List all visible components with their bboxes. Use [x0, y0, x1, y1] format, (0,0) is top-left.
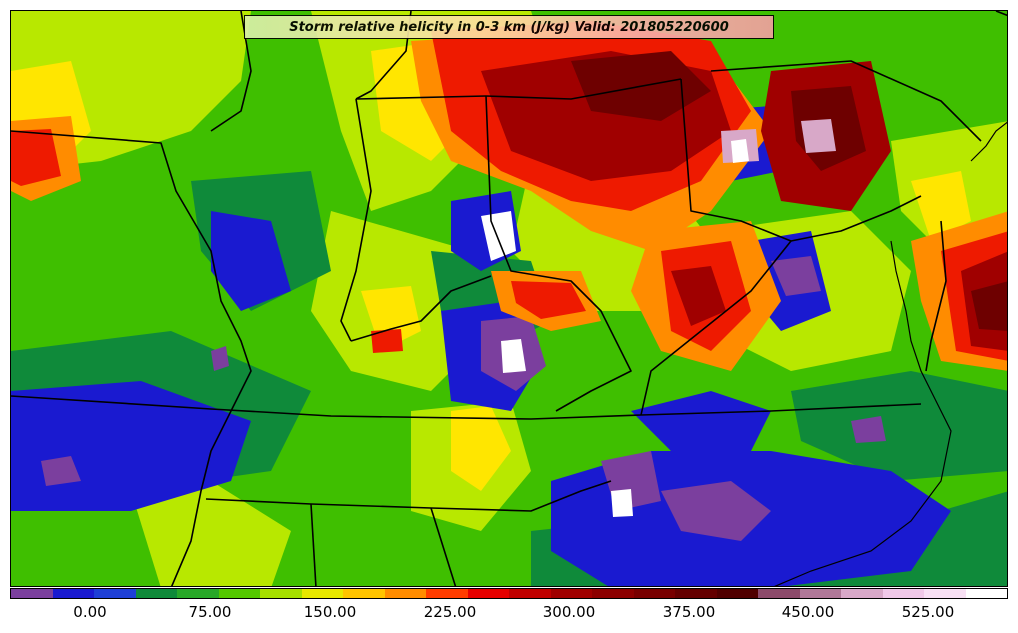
colorbar-segment [301, 589, 343, 598]
field-white-maxima [481, 139, 749, 517]
colorbar-segment [177, 589, 219, 598]
colorbar-segment [11, 589, 53, 598]
colorbar-segment [94, 589, 136, 598]
colorbar-tick-label: 75.00 [188, 603, 232, 621]
colorbar-segment [799, 589, 841, 598]
colorbar-segment [260, 589, 302, 598]
colorbar-tick-label: 0.00 [73, 603, 107, 621]
colorbar-segment [592, 589, 634, 598]
map-title-box: Storm relative helicity in 0-3 km (J/kg)… [244, 15, 774, 39]
colorbar [10, 588, 1008, 599]
colorbar-segment [52, 589, 94, 598]
colorbar-tick-label: 225.00 [423, 603, 477, 621]
colorbar-segment [509, 589, 551, 598]
colorbar-segment [633, 589, 675, 598]
field-purple-regions [41, 256, 886, 541]
colorbar-segment [882, 589, 924, 598]
colorbar-segment [135, 589, 177, 598]
colorbar-segment [841, 589, 883, 598]
colorbar-segment [675, 589, 717, 598]
colorbar-segment [550, 589, 592, 598]
colorbar-segment [426, 589, 468, 598]
colorbar-segment [758, 589, 800, 598]
colorbar-segment [965, 589, 1007, 598]
colorbar-segment [343, 589, 385, 598]
colorbar-segment [716, 589, 758, 598]
coastlines [774, 121, 1007, 586]
colorbar-tick-label: 300.00 [542, 603, 596, 621]
colorbar-tick-label: 450.00 [781, 603, 835, 621]
colorbar-segment [218, 589, 260, 598]
colorbar-tick-label: 150.00 [303, 603, 357, 621]
colorbar-tick-label: 375.00 [662, 603, 716, 621]
colorbar-segment [384, 589, 426, 598]
state-boundaries [11, 11, 1007, 586]
map-panel [10, 10, 1008, 587]
helicity-field-map [11, 11, 1007, 586]
colorbar-segment [467, 589, 509, 598]
colorbar-tick-label: 525.00 [901, 603, 955, 621]
map-title: Storm relative helicity in 0-3 km (J/kg)… [289, 19, 729, 35]
colorbar-segment [924, 589, 966, 598]
